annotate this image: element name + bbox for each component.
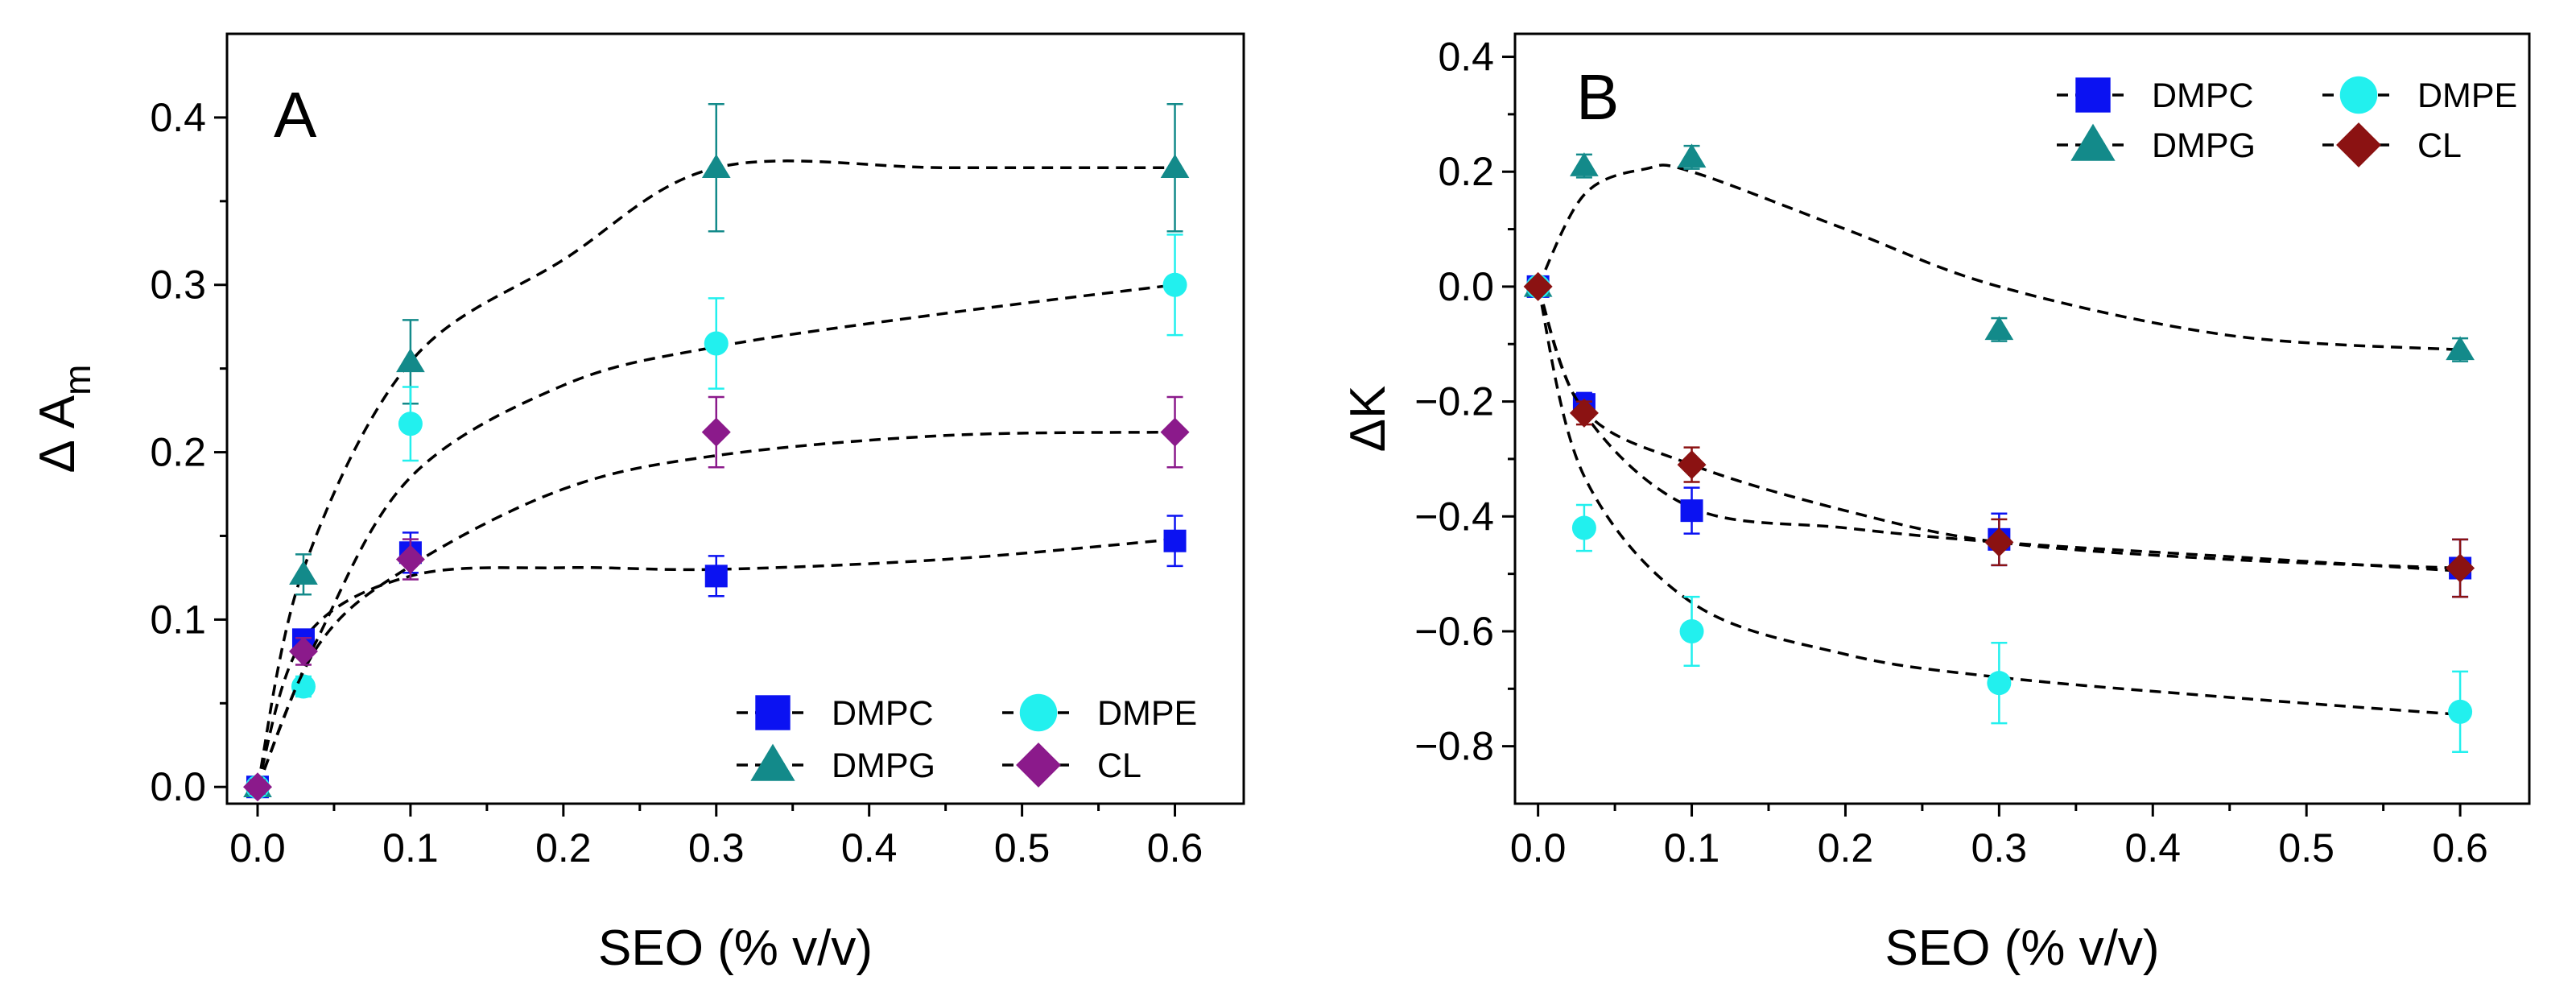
legend-label-dmpc: DMPC (832, 694, 934, 733)
data-point (1987, 671, 2012, 696)
fit-curve (256, 430, 1175, 788)
x-tick-label: 0.5 (994, 825, 1051, 871)
data-point (1570, 152, 1599, 176)
x-tick-label: 0.5 (2278, 825, 2334, 871)
data-point (704, 565, 728, 588)
data-point (289, 560, 318, 585)
y-axis-title: ΔK (1340, 386, 1396, 453)
legend-label-dmpg: DMPG (2152, 126, 2256, 165)
fit-curve (256, 283, 1175, 788)
data-point (1163, 529, 1187, 552)
data-point (1677, 143, 1707, 168)
data-point (2446, 553, 2475, 583)
x-tick-label: 0.6 (1147, 825, 1203, 871)
x-axis-title: SEO (% v/v) (1885, 920, 2159, 976)
y-tick-label: −0.8 (1414, 724, 1494, 769)
legend-triangle-icon (750, 743, 795, 781)
data-point (396, 348, 425, 373)
y-tick-label: 0.0 (150, 764, 206, 809)
fit-curve (1536, 286, 2461, 717)
plot-frame (225, 32, 1245, 805)
data-point (701, 154, 731, 179)
data-point (288, 636, 318, 666)
data-point (1984, 527, 2014, 557)
series-cl (242, 395, 1190, 802)
y-tick-label: 0.2 (1438, 149, 1494, 194)
x-tick-label: 0.4 (841, 825, 898, 871)
data-point (704, 331, 729, 356)
x-tick-label: 0.2 (535, 825, 592, 871)
fit-curve (1537, 163, 2461, 352)
legend-label-cl: CL (1097, 747, 1141, 785)
panel-a-chart: 0.0 0.1 0.2 0.3 0.4 0.5 0.6 0.0 0.1 0.2 0.3 0.4 SEO … (30, 32, 1245, 976)
data-point (395, 544, 425, 574)
y-tick-label: 0.3 (150, 263, 206, 308)
x-tick-label: 0.3 (1971, 825, 2028, 871)
panel-letter: A (274, 79, 317, 151)
data-point (1162, 272, 1187, 297)
y-tick-label: −0.4 (1414, 494, 1494, 539)
data-point (701, 417, 731, 447)
x-tick-label: 0.4 (2125, 825, 2182, 871)
y-tick-label: 0.0 (1438, 264, 1494, 309)
panel-b-chart: 0.0 0.1 0.2 0.3 0.4 0.5 0.6 −0.8 −0.6 −0.4 −0.2 0.0… (1340, 32, 2531, 976)
x-tick-label: 0.0 (229, 825, 286, 871)
legend-square-icon (755, 695, 791, 730)
data-point (1571, 515, 1596, 540)
plot-frame (1513, 32, 2531, 805)
legend-triangle-icon (2070, 123, 2116, 161)
y-tick-label: 0.2 (150, 430, 206, 475)
legend-label-dmpe: DMPE (1097, 694, 1197, 733)
data-point (1160, 154, 1190, 179)
x-tick-label: 0.2 (1818, 825, 1874, 871)
data-point (291, 674, 316, 699)
x-axis-title: SEO (% v/v) (598, 920, 873, 976)
data-point (1569, 398, 1599, 428)
legend-diamond-icon (1016, 742, 1061, 788)
data-point (398, 412, 423, 436)
fit-curve (256, 159, 1175, 788)
y-axis-title: Δ Am (30, 365, 98, 474)
data-point (2448, 699, 2473, 724)
data-point (242, 772, 272, 802)
x-tick-label: 0.3 (688, 825, 745, 871)
y-tick-label: −0.2 (1414, 379, 1494, 424)
y-tick-label: −0.6 (1414, 609, 1494, 654)
legend-label-dmpe: DMPE (2417, 77, 2517, 115)
legend-circle-icon (2339, 76, 2378, 114)
legend-diamond-icon (2336, 122, 2381, 168)
legend-square-icon (2075, 77, 2111, 113)
data-point (1160, 417, 1190, 447)
data-point (1677, 450, 1707, 480)
legend: DMPC DMPE DMPG CL (737, 693, 1197, 788)
y-axis-title-main: ΔK (1340, 386, 1396, 453)
y-tick-label: 0.4 (150, 95, 206, 140)
legend-label-cl: CL (2417, 126, 2462, 165)
series-cl (1523, 271, 2475, 598)
panel-letter: B (1576, 61, 1619, 133)
data-point (1523, 271, 1553, 301)
data-point (1679, 618, 1704, 643)
legend: DMPC DMPE DMPG CL (2057, 76, 2517, 168)
series-dmpg (1523, 143, 2475, 362)
y-axis-title-main: Δ A (30, 395, 85, 473)
data-point (1984, 316, 2014, 341)
y-tick-label: 0.1 (150, 597, 206, 642)
x-tick-label: 0.1 (382, 825, 439, 871)
y-axis-title-subscript: m (56, 365, 98, 395)
x-tick-label: 0.1 (1664, 825, 1720, 871)
y-tick-label: 0.4 (1438, 35, 1494, 80)
legend-label-dmpg: DMPG (832, 747, 935, 785)
x-tick-label: 0.0 (1510, 825, 1567, 871)
legend-circle-icon (1019, 693, 1058, 732)
data-point (1680, 499, 1703, 523)
legend-label-dmpc: DMPC (2152, 77, 2254, 115)
data-point (2446, 336, 2475, 361)
x-tick-label: 0.6 (2432, 825, 2488, 871)
